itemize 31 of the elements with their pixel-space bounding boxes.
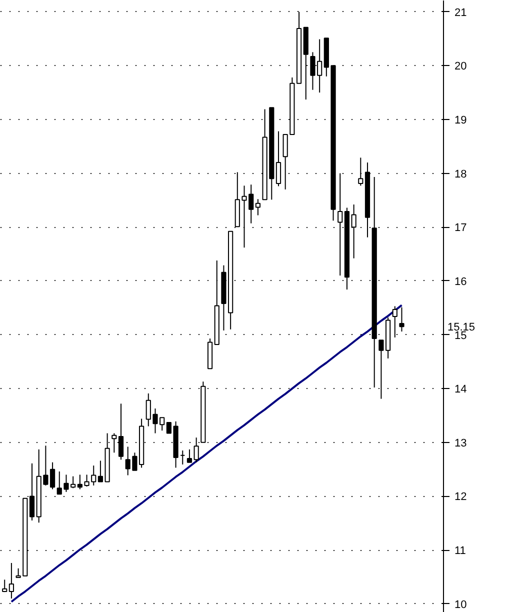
candlestick bbox=[50, 462, 56, 490]
candlestick bbox=[282, 134, 288, 190]
candlestick bbox=[338, 172, 343, 276]
candlestick bbox=[276, 130, 282, 187]
y-tick-label: 21 bbox=[454, 6, 467, 19]
candlestick bbox=[358, 157, 364, 186]
candlestick bbox=[255, 198, 260, 216]
candlestick bbox=[186, 448, 192, 463]
candlestick bbox=[194, 437, 199, 463]
candlestick bbox=[16, 568, 21, 578]
y-tick-label: 18 bbox=[454, 168, 467, 180]
candlestick bbox=[118, 403, 124, 460]
y-tick-label: 20 bbox=[454, 60, 467, 73]
y-tick-label: 17 bbox=[454, 222, 467, 234]
candlestick bbox=[399, 306, 404, 332]
candlestick bbox=[351, 204, 356, 259]
y-tick-label: 13 bbox=[454, 437, 467, 450]
candlestick bbox=[29, 462, 35, 521]
candlestick bbox=[8, 562, 14, 600]
line-series bbox=[10, 304, 403, 603]
y-tick-label: 12 bbox=[454, 491, 467, 504]
y-tick-label: 10 bbox=[454, 598, 467, 611]
y-tick-label: 14 bbox=[454, 384, 467, 396]
y-tick-label: 16 bbox=[454, 276, 467, 288]
candlestick bbox=[378, 340, 384, 400]
candlestick bbox=[392, 306, 398, 338]
candlestick bbox=[2, 579, 8, 593]
candlestick bbox=[98, 460, 104, 482]
candlestick bbox=[112, 432, 117, 454]
y-tick-label: 19 bbox=[454, 114, 467, 126]
y-tick-label: 11 bbox=[454, 545, 466, 558]
